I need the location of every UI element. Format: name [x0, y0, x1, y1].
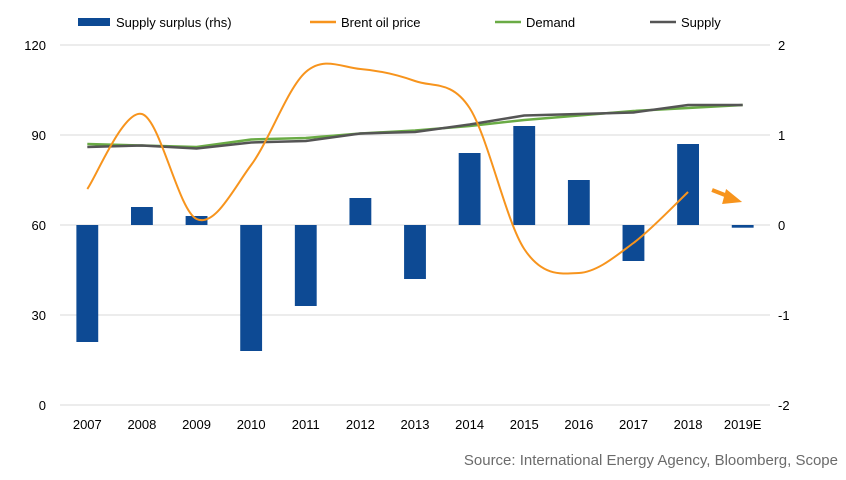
bar [240, 225, 263, 351]
x-axis-tick-label: 2017 [619, 417, 648, 432]
x-axis-tick-label: 2014 [455, 417, 484, 432]
line-demand [87, 103, 743, 149]
right-axis-tick-label: 0 [778, 218, 785, 233]
legend-label: Supply surplus (rhs) [116, 15, 232, 30]
bar [567, 180, 590, 225]
line-series [86, 62, 743, 275]
bar [294, 225, 317, 306]
x-axis-tick-label: 2009 [182, 417, 211, 432]
bar [76, 225, 99, 342]
x-axis-tick-label: 2013 [401, 417, 430, 432]
bar [131, 207, 153, 225]
x-axis-tick-label: 2007 [73, 417, 102, 432]
x-axis-tick-label: 2008 [127, 417, 156, 432]
bar-series-supply-surplus [76, 126, 754, 351]
legend-label: Supply [681, 15, 721, 30]
line-brent-oil-price [86, 62, 689, 275]
x-axis-tick-label: 2012 [346, 417, 375, 432]
legend-label: Demand [526, 15, 575, 30]
right-axis-tick-label: -2 [778, 398, 790, 413]
left-axis-tick-label: 120 [24, 38, 46, 53]
left-axis-tick-label: 30 [32, 308, 46, 323]
left-axis-tick-label: 60 [32, 218, 46, 233]
right-axis-tick-label: -1 [778, 308, 790, 323]
bar [185, 216, 208, 225]
bar [404, 225, 426, 279]
bar [458, 153, 481, 225]
left-axis-tick-label: 90 [32, 128, 46, 143]
line-supply [87, 103, 743, 150]
x-axis-tick-label: 2010 [237, 417, 266, 432]
x-axis-tick-label: 2011 [292, 417, 320, 432]
x-axis-tick-label: 2015 [510, 417, 539, 432]
bar [677, 144, 699, 225]
annotation-arrow-head [722, 189, 743, 204]
source-note: Source: International Energy Agency, Blo… [463, 452, 838, 469]
x-axis-tick-label: 2016 [564, 417, 593, 432]
bar [731, 225, 754, 228]
axes: 0 30 60 90 120 -2 -1 0 1 2 2007 2008 2009 2010 2011 201… [24, 38, 789, 432]
right-axis-tick-label: 1 [778, 128, 785, 143]
legend-label: Brent oil price [341, 15, 420, 30]
left-axis-tick-label: 0 [39, 398, 46, 413]
legend-swatch-bar [78, 18, 110, 26]
x-axis-tick-label: 2018 [674, 417, 703, 432]
right-axis-tick-label: 2 [778, 38, 785, 53]
x-axis-tick-label: 2019E [724, 417, 762, 432]
bar [349, 198, 372, 225]
annotation [711, 188, 743, 204]
bar [513, 126, 536, 225]
legend: Supply surplus (rhs) Brent oil price Deman… [78, 15, 721, 30]
